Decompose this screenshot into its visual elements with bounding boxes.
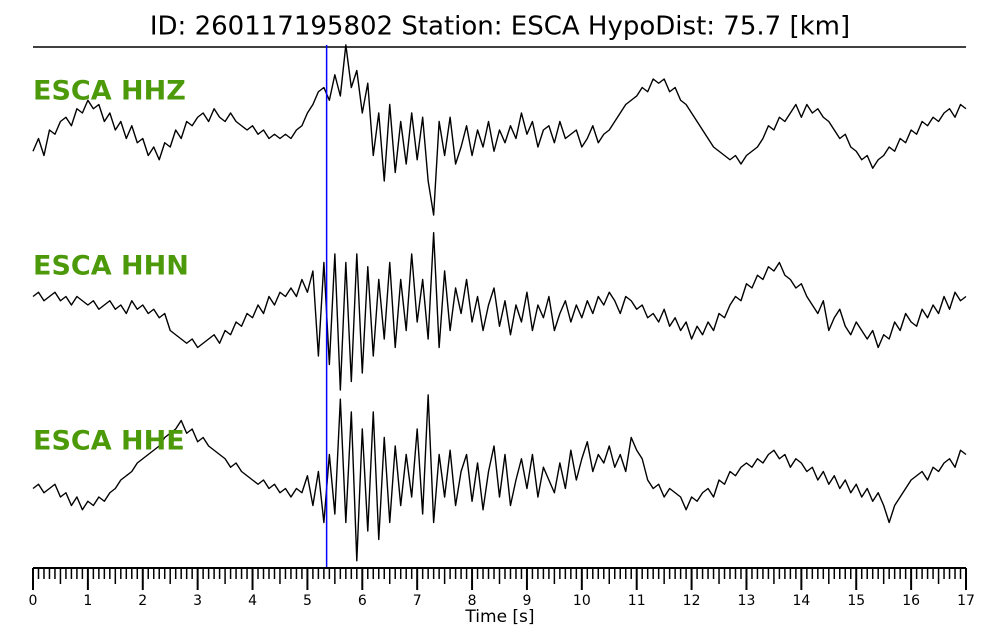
x-tick-label: 15 bbox=[847, 593, 865, 609]
x-tick-label: 13 bbox=[738, 593, 756, 609]
x-tick-label: 1 bbox=[83, 593, 92, 609]
x-axis-label: Time [s] bbox=[464, 607, 534, 627]
x-tick-label: 9 bbox=[522, 593, 531, 609]
x-tick-label: 11 bbox=[628, 593, 646, 609]
trace bbox=[32, 232, 967, 391]
x-tick-label: 0 bbox=[29, 593, 38, 609]
chart-title: ID: 260117195802 Station: ESCA HypoDist:… bbox=[150, 12, 850, 42]
x-tick-label: 5 bbox=[303, 593, 312, 609]
trace bbox=[32, 44, 967, 216]
x-tick-label: 8 bbox=[468, 593, 477, 609]
x-tick-label: 3 bbox=[193, 593, 202, 609]
x-tick-label: 2 bbox=[138, 593, 147, 609]
trace-label: ESCA HHN bbox=[33, 251, 189, 282]
trace-label: ESCA HHE bbox=[33, 426, 185, 457]
x-tick-label: 7 bbox=[413, 593, 422, 609]
x-tick-label: 16 bbox=[902, 593, 920, 609]
x-tick-label: 6 bbox=[358, 593, 367, 609]
x-tick-label: 12 bbox=[683, 593, 701, 609]
x-tick-label: 4 bbox=[248, 593, 257, 609]
trace-label: ESCA HHZ bbox=[33, 76, 186, 107]
trace bbox=[32, 394, 967, 562]
x-tick-label: 10 bbox=[573, 593, 591, 609]
x-tick-label: 14 bbox=[792, 593, 810, 609]
x-tick-label: 17 bbox=[957, 593, 975, 609]
